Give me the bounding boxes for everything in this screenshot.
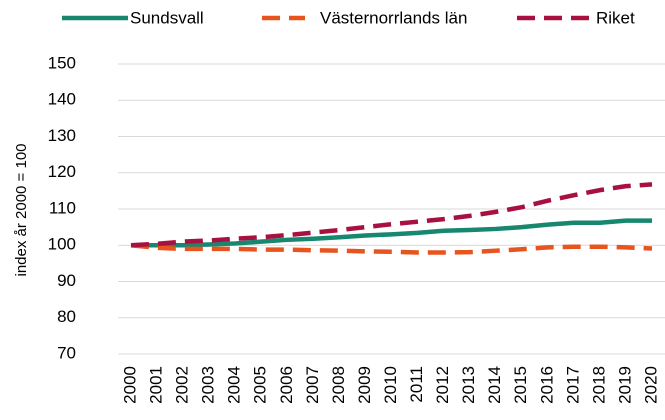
x-tick-label: 2011 (407, 366, 426, 403)
x-tick-label: 2005 (251, 366, 270, 404)
x-tick-label: 2019 (615, 366, 634, 404)
x-tick-label: 2000 (120, 366, 139, 404)
y-tick-label: 120 (48, 162, 76, 181)
x-tick-label: 2018 (589, 366, 608, 404)
x-tick-label: 2014 (485, 366, 504, 404)
x-tick-label: 2008 (329, 366, 348, 404)
y-tick-label: 140 (48, 90, 76, 109)
x-tick-label: 2009 (355, 366, 374, 404)
x-tick-label: 2017 (563, 366, 582, 404)
legend-label: Sundsvall (130, 8, 204, 27)
x-tick-label: 2003 (199, 366, 218, 404)
y-tick-label: 80 (57, 307, 76, 326)
line (131, 218, 652, 248)
x-tick-label: 2010 (381, 366, 400, 404)
x-tick-label: 2004 (225, 366, 244, 404)
y-tick-label: 130 (48, 126, 76, 145)
y-tick-label: 110 (49, 198, 76, 217)
x-tick-label: 2007 (303, 366, 322, 404)
y-axis-label: index år 2000 = 100 (13, 143, 30, 276)
y-tick-label: 70 (57, 343, 76, 362)
x-tick-label: 2013 (459, 366, 478, 404)
legend-label: Riket (596, 8, 635, 27)
line (130, 182, 653, 248)
y-tick-label: 100 (48, 235, 76, 254)
x-tick-label: 2016 (537, 366, 556, 404)
x-tick-label: 2020 (641, 366, 660, 404)
x-tick-label: 2006 (277, 366, 296, 404)
x-tick-label: 2001 (147, 366, 166, 404)
y-tick-label: 150 (48, 53, 76, 72)
y-tick-label: 90 (57, 271, 76, 290)
x-tick-label: 2015 (511, 366, 530, 404)
line (130, 243, 653, 255)
x-tick-label: 2002 (173, 366, 192, 404)
legend-label: Västernorrlands län (320, 8, 467, 27)
x-tick-label: 2012 (433, 366, 452, 404)
